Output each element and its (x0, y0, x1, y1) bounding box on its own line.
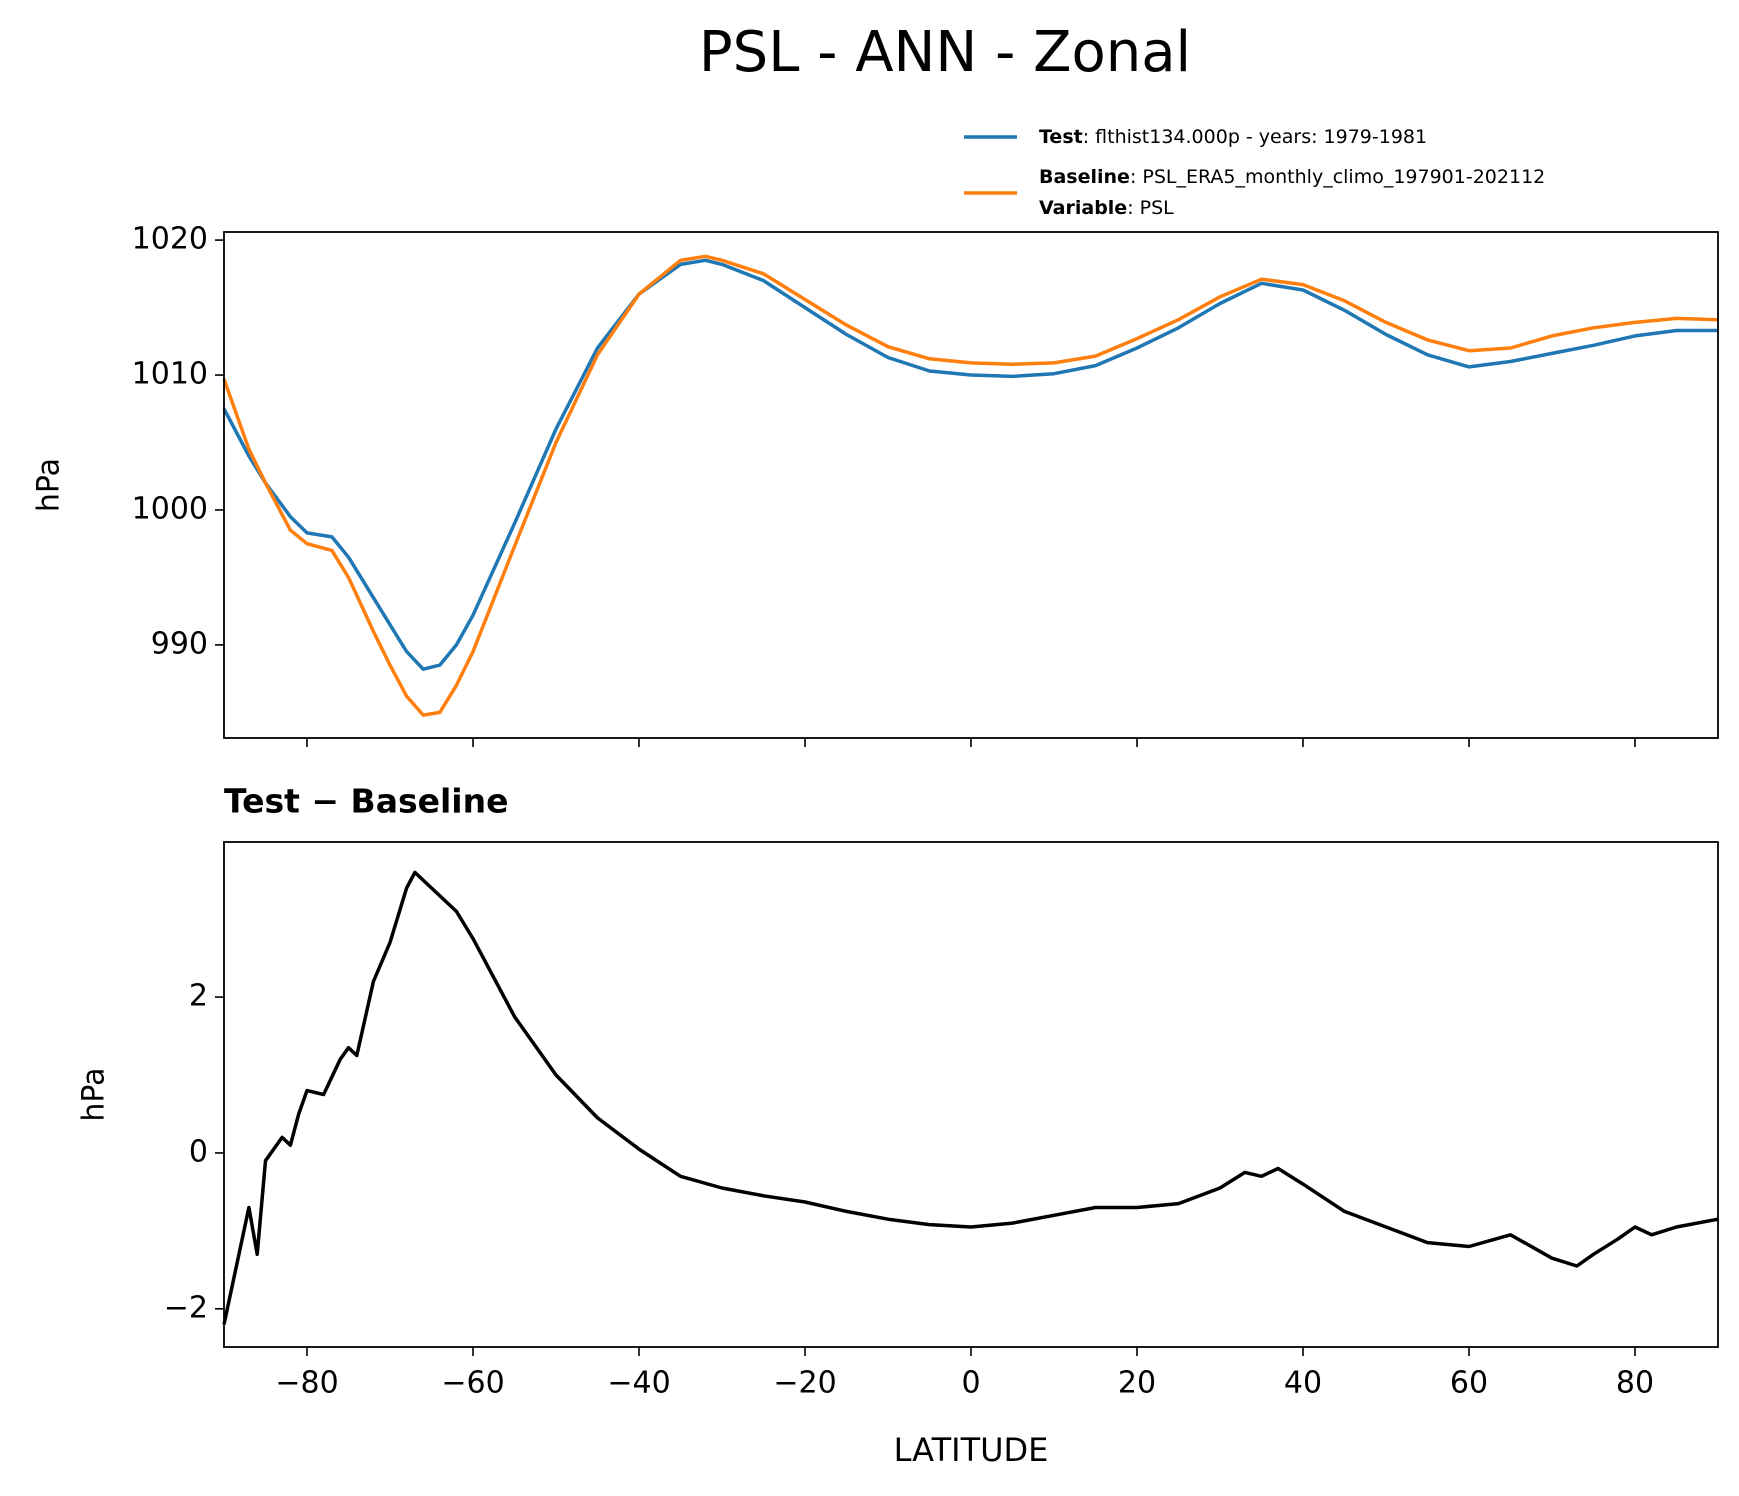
x-tick-label: 60 (1450, 1366, 1488, 1401)
legend-name: Test (1039, 126, 1083, 148)
x-tick-label: −60 (441, 1366, 504, 1401)
legend-name: Baseline (1039, 166, 1130, 188)
x-tick-label: 20 (1118, 1366, 1156, 1401)
legend-label: Baseline: PSL_ERA5_monthly_climo_197901-… (1039, 166, 1545, 188)
data-line (222, 258, 1718, 671)
y-tick-label: 0 (189, 1134, 208, 1169)
y-tick-label: −2 (164, 1290, 208, 1325)
y-tick-label: 1000 (132, 491, 208, 526)
x-tick-label: 80 (1616, 1366, 1654, 1401)
figure-title: PSL - ANN - Zonal (699, 20, 1191, 85)
legend-label: Variable: PSL (1039, 197, 1174, 219)
legend-description: : flthist134.000p - years: 1979-1981 (1083, 126, 1427, 148)
y-tick-label: 990 (151, 626, 208, 661)
x-tick-label: −80 (275, 1366, 338, 1401)
y-tick-label: 1010 (132, 357, 208, 392)
y-axis-label: hPa (77, 1067, 112, 1121)
x-tick-label: −40 (607, 1366, 670, 1401)
axes-frame (223, 231, 1719, 739)
x-tick-label: 0 (961, 1366, 980, 1401)
legend-description: : PSL_ERA5_monthly_climo_197901-202112 (1130, 166, 1545, 188)
legend-name: Variable (1039, 197, 1127, 219)
y-axis-label: hPa (32, 458, 67, 512)
legend-description: : PSL (1127, 197, 1174, 219)
legend-label: Test: flthist134.000p - years: 1979-1981 (1039, 126, 1427, 148)
x-tick-label: 40 (1284, 1366, 1322, 1401)
y-tick-label: 1020 (132, 222, 208, 257)
data-line (222, 870, 1719, 1325)
x-tick-label: −20 (773, 1366, 836, 1401)
data-line (222, 254, 1719, 717)
axes-title: Test − Baseline (224, 782, 509, 821)
y-tick-label: 2 (189, 979, 208, 1014)
x-axis-label: LATITUDE (894, 1431, 1049, 1469)
axes-frame (223, 841, 1719, 1348)
